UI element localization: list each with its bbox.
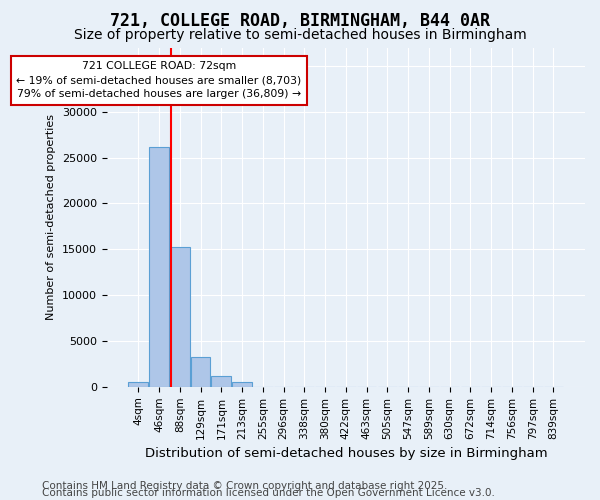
Y-axis label: Number of semi-detached properties: Number of semi-detached properties (46, 114, 56, 320)
Text: Size of property relative to semi-detached houses in Birmingham: Size of property relative to semi-detach… (74, 28, 526, 42)
Bar (149, 148, 169, 387)
Text: 721, COLLEGE ROAD, BIRMINGHAM, B44 0AR: 721, COLLEGE ROAD, BIRMINGHAM, B44 0AR (110, 12, 490, 30)
Text: 721 COLLEGE ROAD: 72sqm
← 19% of semi-detached houses are smaller (8,703)
79% of: 721 COLLEGE ROAD: 72sqm ← 19% of semi-de… (16, 62, 302, 100)
Bar (170, 248, 190, 387)
Bar (232, 382, 252, 387)
Bar (211, 376, 231, 387)
Text: Contains public sector information licensed under the Open Government Licence v3: Contains public sector information licen… (42, 488, 495, 498)
Bar (128, 382, 148, 387)
Text: Contains HM Land Registry data © Crown copyright and database right 2025.: Contains HM Land Registry data © Crown c… (42, 481, 448, 491)
Bar (191, 356, 211, 387)
X-axis label: Distribution of semi-detached houses by size in Birmingham: Distribution of semi-detached houses by … (145, 447, 547, 460)
